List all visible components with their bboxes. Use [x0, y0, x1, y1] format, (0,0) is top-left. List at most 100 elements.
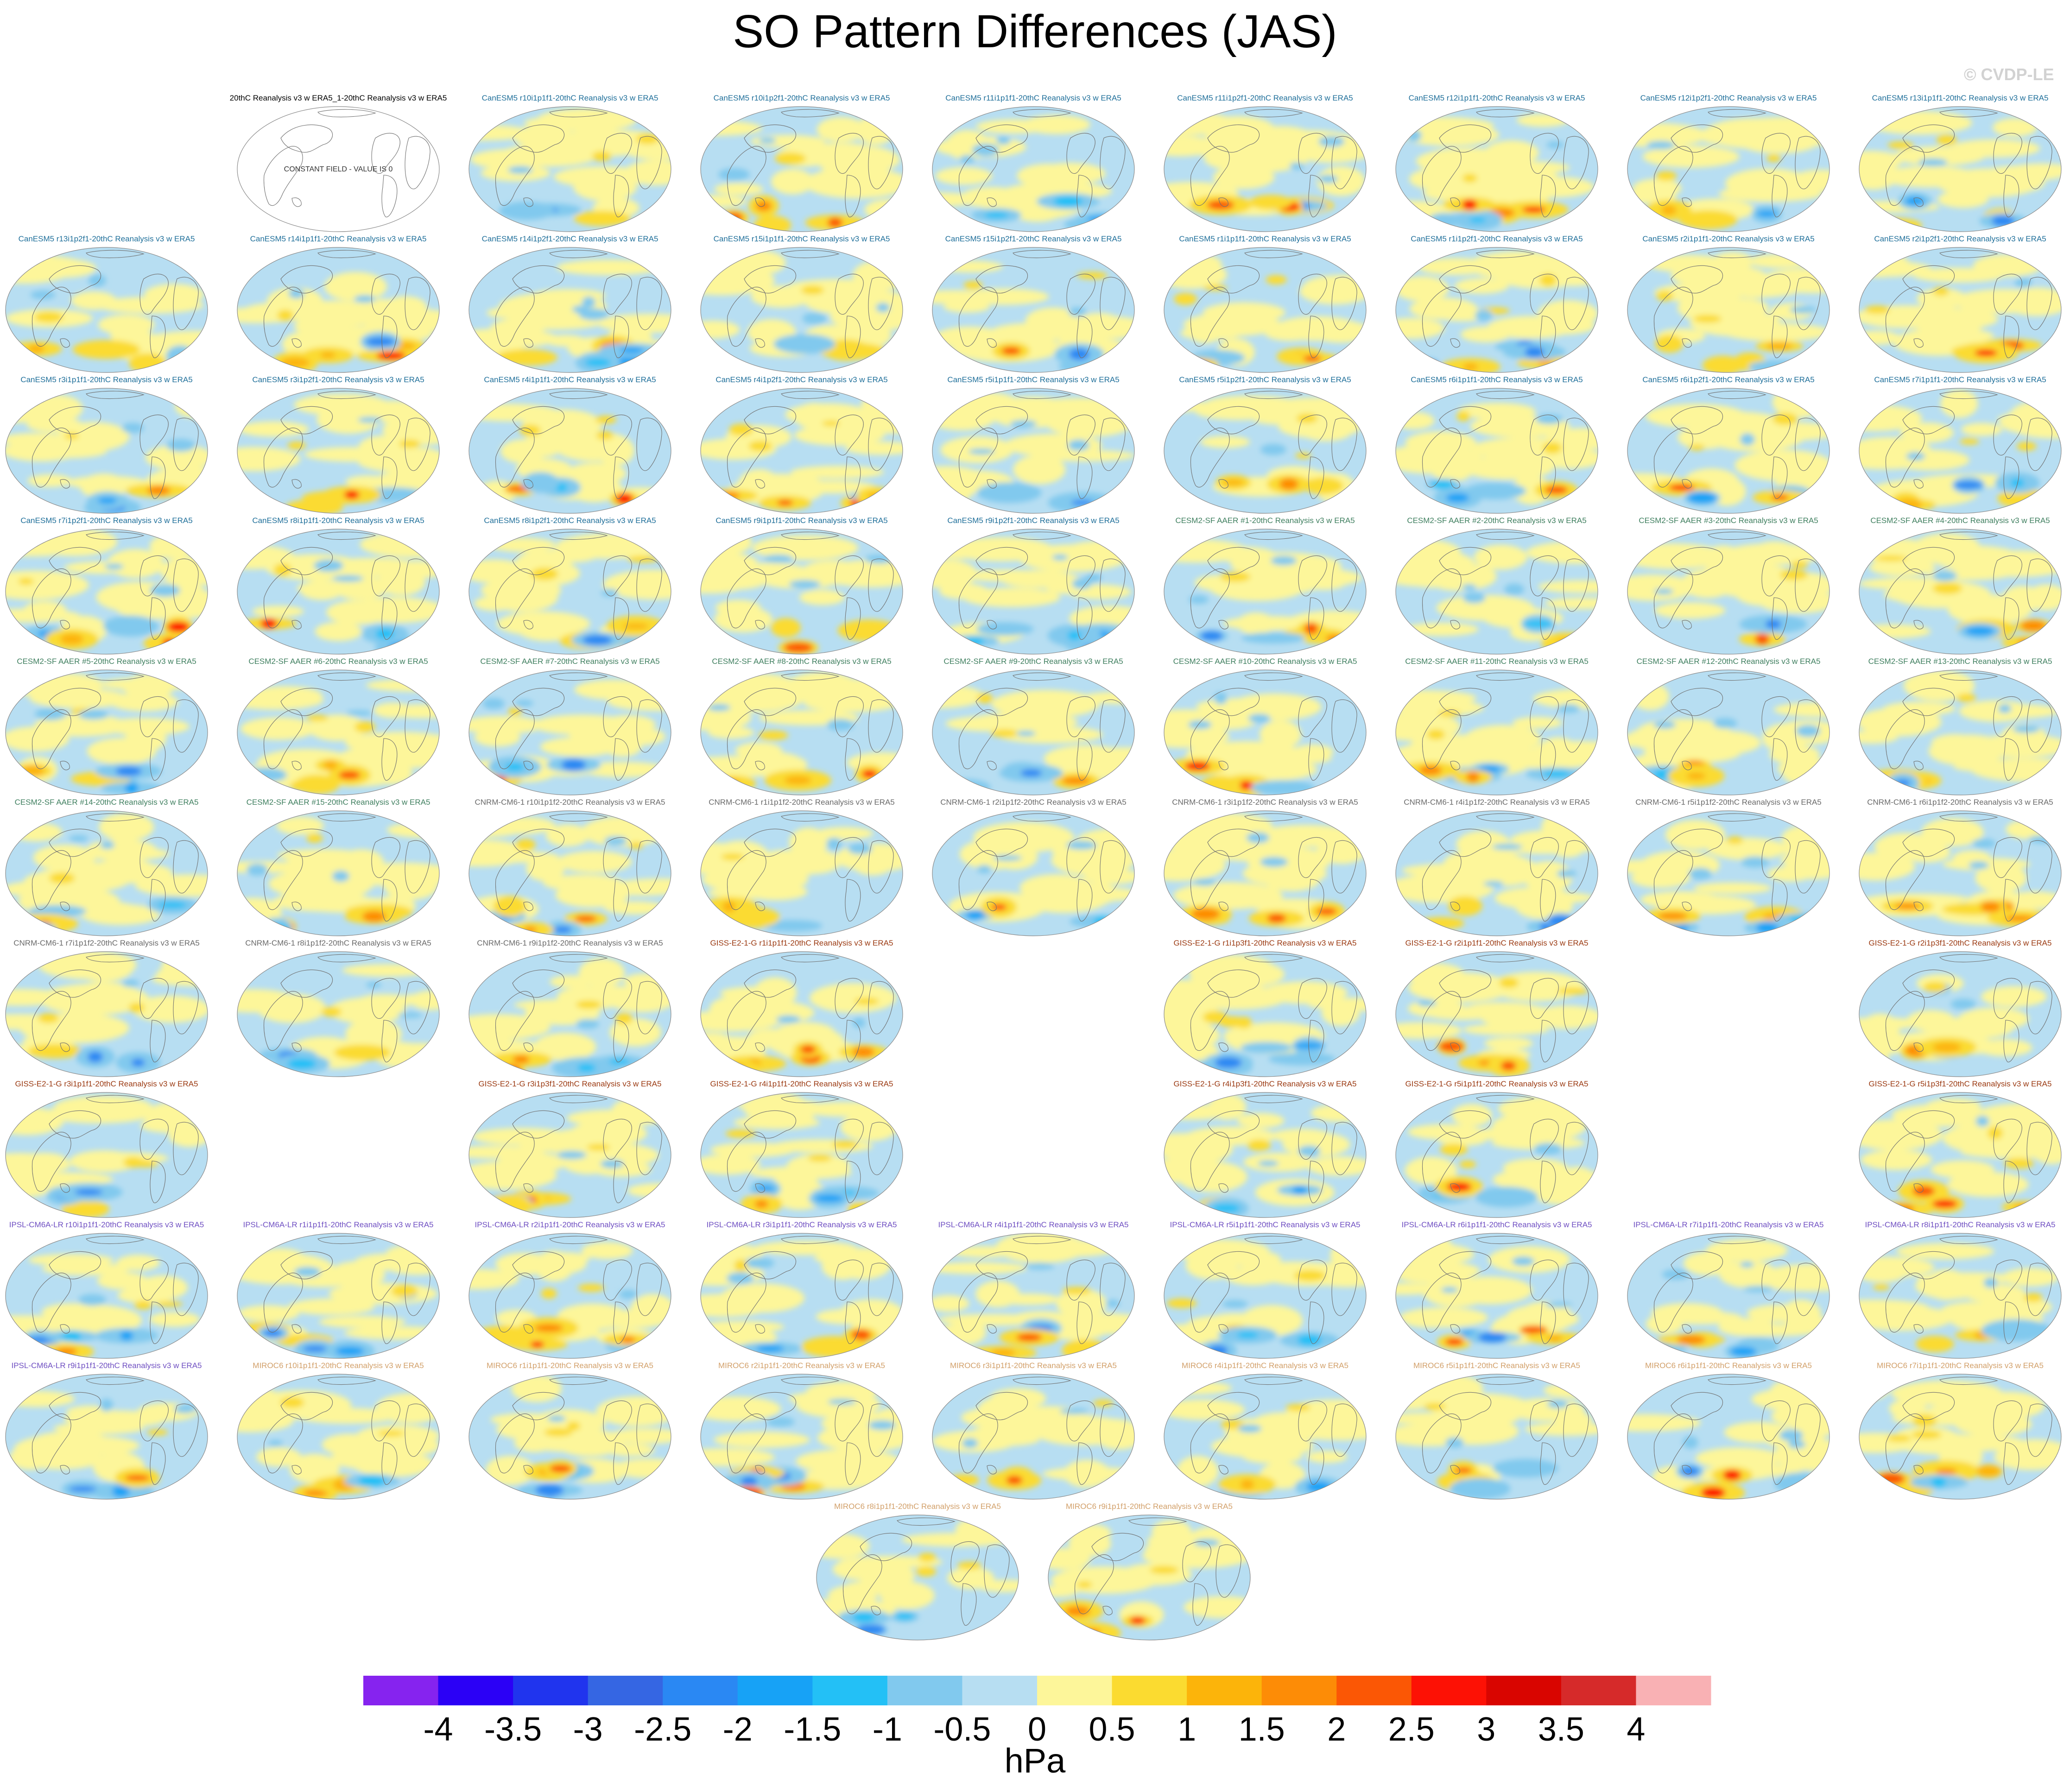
panel-label: GISS-E2-1-G r3i1p3f1-20thC Reanalysis v3… [478, 1079, 662, 1088]
panel-label: CNRM-CM6-1 r6i1p1f2-20thC Reanalysis v3 … [1867, 798, 2053, 807]
map-panel: CanESM5 r5i1p2f1-20thC Reanalysis v3 w E… [1163, 375, 1367, 514]
panel-map [932, 810, 1135, 936]
panel-map [5, 247, 208, 373]
panel-map [468, 810, 671, 936]
map-panel: CanESM5 r15i1p2f1-20thC Reanalysis v3 w … [931, 234, 1135, 373]
panel-label: CESM2-SF AAER #2-20thC Reanalysis v3 w E… [1407, 516, 1587, 525]
panel-label: GISS-E2-1-G r2i1p3f1-20thC Reanalysis v3… [1868, 939, 2052, 947]
map-panel: CanESM5 r13i1p1f1-20thC Reanalysis v3 w … [1858, 94, 2062, 233]
map-panel: CanESM5 r10i1p2f1-20thC Reanalysis v3 w … [700, 94, 904, 233]
map-panel: CNRM-CM6-1 r7i1p1f2-20thC Reanalysis v3 … [5, 939, 209, 1078]
panel-map [1164, 529, 1367, 655]
panel-label: CanESM5 r5i1p1f1-20thC Reanalysis v3 w E… [947, 375, 1120, 384]
map-panel: IPSL-CM6A-LR r4i1p1f1-20thC Reanalysis v… [931, 1220, 1135, 1359]
panel-label: MIROC6 r5i1p1f1-20thC Reanalysis v3 w ER… [1413, 1361, 1580, 1370]
map-panel: CESM2-SF AAER #10-20thC Reanalysis v3 w … [1163, 657, 1367, 796]
panel-label: CNRM-CM6-1 r10i1p1f2-20thC Reanalysis v3… [475, 798, 665, 807]
panel-map [1164, 810, 1367, 936]
panel-label: GISS-E2-1-G r3i1p1f1-20thC Reanalysis v3… [15, 1079, 198, 1088]
panel-label: IPSL-CM6A-LR r5i1p1f1-20thC Reanalysis v… [1170, 1220, 1361, 1229]
map-panel: CESM2-SF AAER #4-20thC Reanalysis v3 w E… [1858, 516, 2062, 655]
page-title: SO Pattern Differences (JAS) [733, 6, 1337, 57]
panel-map [5, 1092, 208, 1218]
map-panel: CanESM5 r10i1p1f1-20thC Reanalysis v3 w … [468, 94, 672, 233]
map-panel: CNRM-CM6-1 r4i1p1f2-20thC Reanalysis v3 … [1395, 798, 1599, 937]
map-panel: CESM2-SF AAER #7-20thC Reanalysis v3 w E… [468, 657, 672, 796]
panel-label: GISS-E2-1-G r2i1p1f1-20thC Reanalysis v3… [1405, 939, 1589, 947]
panel-label: CNRM-CM6-1 r9i1p1f2-20thC Reanalysis v3 … [477, 939, 663, 947]
panel-map [1859, 669, 2062, 795]
panel-map [1859, 951, 2062, 1077]
map-panel: IPSL-CM6A-LR r6i1p1f1-20thC Reanalysis v… [1395, 1220, 1599, 1359]
panel-map [932, 247, 1135, 373]
map-panel: CanESM5 r15i1p1f1-20thC Reanalysis v3 w … [700, 234, 904, 373]
panel-map [5, 810, 208, 936]
panel-map [237, 810, 440, 936]
panel-map [700, 529, 903, 655]
panel-label: GISS-E2-1-G r4i1p3f1-20thC Reanalysis v3… [1173, 1079, 1357, 1088]
panel-label: CanESM5 r1i1p2f1-20thC Reanalysis v3 w E… [1411, 234, 1583, 243]
map-panel: IPSL-CM6A-LR r7i1p1f1-20thC Reanalysis v… [1627, 1220, 1830, 1359]
panel-label: MIROC6 r1i1p1f1-20thC Reanalysis v3 w ER… [487, 1361, 653, 1370]
panel-label: CanESM5 r10i1p1f1-20thC Reanalysis v3 w … [481, 94, 658, 102]
panel-label: CESM2-SF AAER #9-20thC Reanalysis v3 w E… [943, 657, 1123, 666]
panel-label: CanESM5 r4i1p1f1-20thC Reanalysis v3 w E… [484, 375, 656, 384]
map-panel: CESM2-SF AAER #2-20thC Reanalysis v3 w E… [1395, 516, 1599, 655]
panel-label: CESM2-SF AAER #8-20thC Reanalysis v3 w E… [712, 657, 892, 666]
panel-map [5, 669, 208, 795]
panel-label: IPSL-CM6A-LR r6i1p1f1-20thC Reanalysis v… [1401, 1220, 1592, 1229]
panel-map [237, 1233, 440, 1359]
map-panel: MIROC6 r1i1p1f1-20thC Reanalysis v3 w ER… [468, 1361, 672, 1500]
panel-label: GISS-E2-1-G r1i1p3f1-20thC Reanalysis v3… [1173, 939, 1357, 947]
panel-map [237, 669, 440, 795]
map-panel: MIROC6 r10i1p1f1-20thC Reanalysis v3 w E… [236, 1361, 440, 1500]
panel-label: CNRM-CM6-1 r5i1p1f2-20thC Reanalysis v3 … [1635, 798, 1822, 807]
map-panel: CNRM-CM6-1 r10i1p1f2-20thC Reanalysis v3… [468, 798, 672, 937]
map-panel: CanESM5 r3i1p2f1-20thC Reanalysis v3 w E… [236, 375, 440, 514]
map-panel: CanESM5 r5i1p1f1-20thC Reanalysis v3 w E… [931, 375, 1135, 514]
panel-label: CNRM-CM6-1 r8i1p1f2-20thC Reanalysis v3 … [245, 939, 431, 947]
panel-label: CanESM5 r2i1p2f1-20thC Reanalysis v3 w E… [1874, 234, 2046, 243]
credit-watermark: © CVDP-LE [1964, 65, 2054, 84]
panel-map [1164, 669, 1367, 795]
panel-label: CanESM5 r6i1p1f1-20thC Reanalysis v3 w E… [1411, 375, 1583, 384]
panel-map [700, 1092, 903, 1218]
panel-label: CNRM-CM6-1 r1i1p1f2-20thC Reanalysis v3 … [709, 798, 895, 807]
panel-map [932, 388, 1135, 514]
panel-label: CanESM5 r9i1p1f1-20thC Reanalysis v3 w E… [715, 516, 888, 525]
panel-label: CanESM5 r14i1p2f1-20thC Reanalysis v3 w … [481, 234, 658, 243]
panel-label: CanESM5 r6i1p2f1-20thC Reanalysis v3 w E… [1642, 375, 1815, 384]
map-panel: GISS-E2-1-G r1i1p1f1-20thC Reanalysis v3… [700, 939, 904, 1078]
map-panel: IPSL-CM6A-LR r2i1p1f1-20thC Reanalysis v… [468, 1220, 672, 1359]
panel-map [700, 388, 903, 514]
panel-map [468, 951, 671, 1077]
map-panel: IPSL-CM6A-LR r3i1p1f1-20thC Reanalysis v… [700, 1220, 904, 1359]
panel-label: CanESM5 r1i1p1f1-20thC Reanalysis v3 w E… [1179, 234, 1351, 243]
panel-map [1164, 106, 1367, 232]
map-panel: GISS-E2-1-G r2i1p3f1-20thC Reanalysis v3… [1858, 939, 2062, 1078]
panel-map [5, 951, 208, 1077]
panel-map [1395, 1092, 1598, 1218]
map-panel: CanESM5 r1i1p1f1-20thC Reanalysis v3 w E… [1163, 234, 1367, 373]
panel-map [700, 951, 903, 1077]
panel-map [1395, 669, 1598, 795]
panel-map [1627, 810, 1830, 936]
panel-label: CanESM5 r7i1p1f1-20thC Reanalysis v3 w E… [1874, 375, 2046, 384]
panel-map [1859, 1233, 2062, 1359]
panel-label: MIROC6 r10i1p1f1-20thC Reanalysis v3 w E… [253, 1361, 424, 1370]
panel-map [1395, 810, 1598, 936]
map-panel: MIROC6 r2i1p1f1-20thC Reanalysis v3 w ER… [700, 1361, 904, 1500]
map-panel: MIROC6 r4i1p1f1-20thC Reanalysis v3 w ER… [1163, 1361, 1367, 1500]
panel-map [1627, 1374, 1830, 1500]
map-panel: GISS-E2-1-G r2i1p1f1-20thC Reanalysis v3… [1395, 939, 1599, 1078]
panel-map [468, 669, 671, 795]
map-panel: 20thC Reanalysis v3 w ERA5_1-20thC Reana… [230, 94, 447, 233]
map-panel: CNRM-CM6-1 r3i1p1f2-20thC Reanalysis v3 … [1163, 798, 1367, 937]
panel-label: MIROC6 r2i1p1f1-20thC Reanalysis v3 w ER… [718, 1361, 885, 1370]
map-panel: CESM2-SF AAER #6-20thC Reanalysis v3 w E… [236, 657, 440, 796]
panel-label: MIROC6 r3i1p1f1-20thC Reanalysis v3 w ER… [950, 1361, 1117, 1370]
map-panel: CanESM5 r14i1p2f1-20thC Reanalysis v3 w … [468, 234, 672, 373]
panel-label: CESM2-SF AAER #3-20thC Reanalysis v3 w E… [1639, 516, 1818, 525]
panel-label: MIROC6 r8i1p1f1-20thC Reanalysis v3 w ER… [834, 1502, 1001, 1511]
